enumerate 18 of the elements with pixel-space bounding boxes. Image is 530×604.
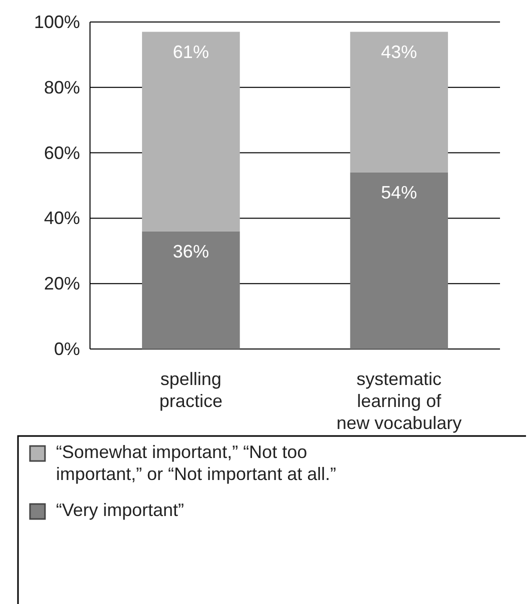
bar xyxy=(142,231,240,349)
y-tick-label: 0% xyxy=(54,339,80,359)
bar xyxy=(142,32,240,232)
y-tick-label: 40% xyxy=(44,208,80,228)
x-tick-label: systematic learning of new vocabulary xyxy=(336,369,462,433)
data-label: 43% xyxy=(381,42,418,62)
x-tick-label: spelling practice xyxy=(159,369,222,411)
y-tick-label: 100% xyxy=(34,12,80,32)
legend-label: “Somewhat important,” “Not too important,” or “Not important at all.” xyxy=(56,442,336,484)
legend-label: “Very important” xyxy=(56,500,184,520)
data-label: 36% xyxy=(172,241,209,262)
y-tick-label: 20% xyxy=(44,274,80,294)
data-label: 54% xyxy=(381,182,418,202)
bar xyxy=(350,172,448,349)
y-tick-label: 80% xyxy=(44,77,80,98)
data-label: 61% xyxy=(172,42,209,62)
bar xyxy=(350,32,448,172)
y-tick-label: 60% xyxy=(44,142,80,163)
